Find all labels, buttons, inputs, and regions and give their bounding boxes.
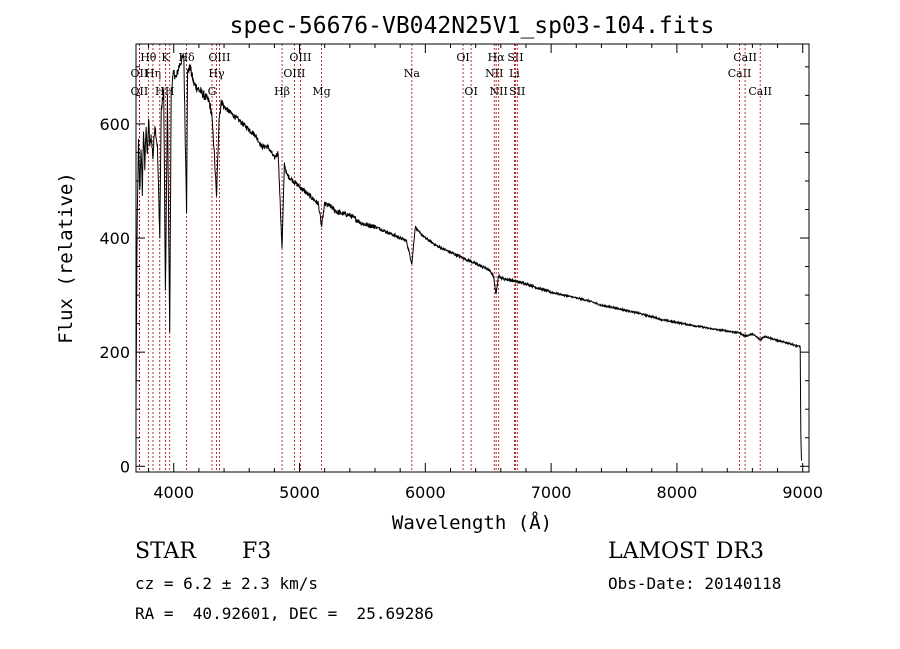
line-label-4: H <box>155 85 165 98</box>
line-label-22: SII <box>509 85 525 98</box>
plot-frame <box>135 43 810 473</box>
line-label-12: OIII <box>283 67 305 80</box>
line-label-26: CaII <box>748 85 772 98</box>
x-axis-label: Wavelength (Å) <box>392 511 552 534</box>
line-label-2: OII <box>131 85 149 98</box>
line-label-11: Hβ <box>274 85 290 98</box>
x-tick-label-4: 8000 <box>657 483 698 502</box>
object-class: STAR <box>135 539 196 564</box>
line-label-7: Hδ <box>178 51 195 64</box>
line-label-25: CaII <box>733 51 757 64</box>
line-label-10: OIII <box>208 51 230 64</box>
line-label-19: NII <box>490 85 508 98</box>
y-tick-label-0: 0 <box>120 457 130 476</box>
line-label-8: G <box>208 85 217 98</box>
line-label-9: Hγ <box>208 67 225 80</box>
redshift-text: cz = 6.2 ± 2.3 km/s <box>135 574 319 593</box>
chart-title: spec-56676-VB042N25V1_sp03-104.fits <box>230 13 715 39</box>
x-tick-label-0: 4000 <box>153 483 194 502</box>
obs-date: Obs-Date: 20140118 <box>608 574 782 593</box>
line-label-0: Hθ <box>140 51 157 64</box>
line-label-3: Hη <box>145 67 161 80</box>
object-subclass: F3 <box>242 539 272 564</box>
line-label-20: Hα <box>488 51 506 64</box>
line-label-13: OIII <box>289 51 311 64</box>
line-label-15: Na <box>404 67 421 80</box>
line-label-24: CaII <box>728 67 752 80</box>
y-axis: 0 200 400 600 <box>99 66 809 476</box>
x-axis: 4000 5000 6000 7000 8000 9000 <box>148 44 823 502</box>
line-label-21: SII <box>507 51 523 64</box>
y-tick-label-2: 400 <box>99 229 130 248</box>
x-tick-label-3: 7000 <box>531 483 572 502</box>
y-axis-label: Flux (relative) <box>55 172 77 344</box>
survey-name: LAMOST DR3 <box>608 539 764 564</box>
spectrum-line-flux <box>135 52 802 461</box>
line-label-5: K <box>161 51 170 64</box>
x-tick-label-2: 6000 <box>405 483 446 502</box>
line-label-18: NII <box>485 67 503 80</box>
y-tick-label-1: 200 <box>99 343 130 362</box>
line-label-23: Li <box>509 67 520 80</box>
line-label-6: H <box>165 85 175 98</box>
line-label-16: OI <box>456 51 469 64</box>
coordinates: RA = 40.92601, DEC = 25.69286 <box>135 604 434 623</box>
x-tick-label-1: 5000 <box>279 483 320 502</box>
line-label-14: Mg <box>312 85 330 98</box>
y-tick-label-3: 600 <box>99 115 130 134</box>
line-label-17: OI <box>464 85 477 98</box>
spectrum-series <box>135 52 802 461</box>
x-tick-label-5: 9000 <box>782 483 823 502</box>
